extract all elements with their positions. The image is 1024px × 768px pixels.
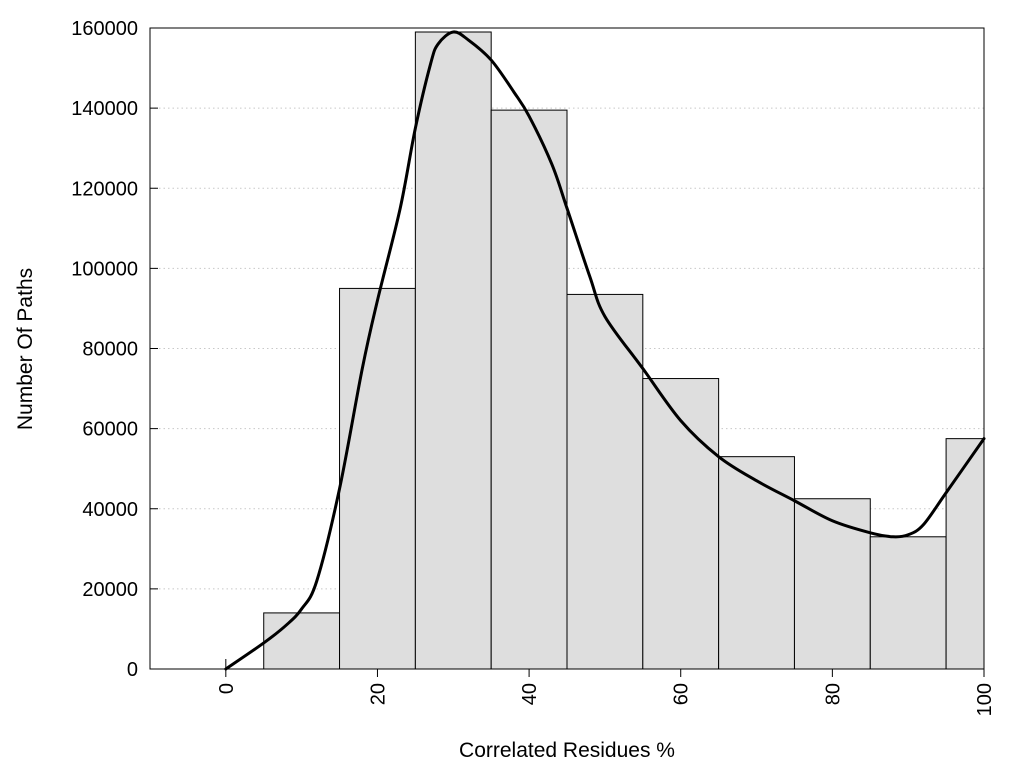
y-tick-label: 140000: [71, 98, 138, 120]
x-tick-label: 40: [519, 683, 541, 705]
y-tick-label: 100000: [71, 258, 138, 280]
histogram-bar: [793, 498, 871, 670]
y-tick-label: 80000: [82, 339, 138, 361]
histogram-bar: [263, 612, 341, 670]
y-tick-label: 120000: [71, 178, 138, 200]
histogram-bar: [945, 438, 985, 670]
x-tick-label: 80: [822, 683, 844, 705]
y-tick-label: 20000: [82, 579, 138, 601]
x-tick-label: 0: [216, 683, 238, 694]
y-tick-label: 0: [127, 659, 138, 681]
density-curve-line: [224, 30, 986, 671]
histogram-bar: [869, 536, 947, 670]
x-tick-label: 60: [671, 683, 693, 705]
x-tick-label: 20: [367, 683, 389, 705]
y-axis-label: Number Of Paths: [14, 268, 37, 430]
y-tick-label: 40000: [82, 499, 138, 521]
x-axis-label: Correlated Residues %: [459, 739, 675, 762]
histogram-bar: [566, 293, 644, 670]
density-curve: [224, 30, 986, 671]
histogram-bar: [718, 456, 795, 670]
y-tick-label: 60000: [82, 419, 138, 441]
histogram-bar: [490, 109, 568, 670]
histogram-bar: [339, 287, 416, 670]
x-tick-label: 100: [974, 683, 996, 716]
histogram-bar: [414, 31, 492, 670]
bars: [225, 31, 985, 670]
axis-ticks: 0 20000 40000 60000 80000 100000 120000 140000 1…: [71, 18, 996, 716]
y-tick-label: 160000: [71, 18, 138, 40]
